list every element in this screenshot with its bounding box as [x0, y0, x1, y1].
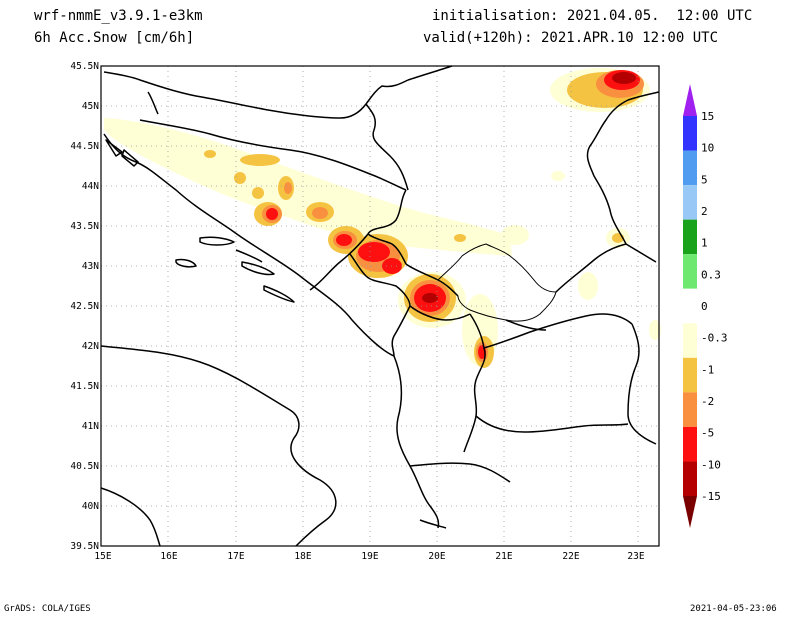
lat-label: 39.5N	[70, 541, 99, 552]
variable-title: 6h Acc.Snow [cm/6h]	[34, 30, 195, 46]
colorbar-swatch	[683, 150, 697, 186]
lon-label: 23E	[627, 551, 644, 560]
graticule-grid	[101, 66, 659, 546]
lon-label: 17E	[227, 551, 244, 560]
colorbar-swatch	[683, 426, 697, 462]
colorbar-swatch	[683, 185, 697, 220]
lat-label: 43.5N	[70, 221, 99, 232]
lat-label: 40.5N	[70, 461, 99, 472]
lat-label: 42N	[82, 341, 99, 352]
valid-time: valid(+120h): 2021.APR.10 12:00 UTC	[423, 30, 719, 46]
lat-label: 41.5N	[70, 381, 99, 392]
lat-label: 45N	[82, 101, 99, 112]
colorbar: 15 10 5 2 1 0.3 0 -0.3 -1 -2 -5 -10 -15	[683, 84, 728, 528]
lat-label: 45.5N	[70, 61, 99, 72]
colorbar-label: 10	[701, 142, 714, 155]
latitude-labels: 45.5N 45N 44.5N 44N 43.5N 43N 42.5N 42N …	[70, 61, 99, 552]
colorbar-label: 2	[701, 205, 708, 218]
lon-label: 16E	[160, 551, 177, 560]
colorbar-swatch	[683, 219, 697, 255]
colorbar-swatch	[683, 392, 697, 427]
colorbar-label: 15	[701, 110, 714, 123]
model-title: wrf-nmmE_v3.9.1-e3km	[34, 8, 203, 24]
coastlines-borders	[100, 65, 660, 547]
lon-label: 19E	[361, 551, 378, 560]
colorbar-top-cap	[683, 84, 697, 116]
colorbar-label: -2	[701, 395, 714, 408]
init-time: initialisation: 2021.04.05. 12:00 UTC	[432, 8, 753, 24]
colorbar-swatch	[683, 461, 697, 496]
map-frame	[100, 65, 660, 547]
colorbar-swatch	[683, 323, 697, 358]
colorbar-label: -0.3	[701, 332, 728, 345]
snow-field	[104, 68, 661, 368]
lat-label: 41N	[82, 421, 99, 432]
colorbar-swatch	[683, 357, 697, 393]
colorbar-label: -15	[701, 490, 721, 503]
lat-label: 44.5N	[70, 141, 99, 152]
lon-label: 22E	[562, 551, 579, 560]
lon-label: 18E	[294, 551, 311, 560]
lon-label: 21E	[495, 551, 512, 560]
colorbar-label: 1	[701, 237, 708, 250]
colorbar-swatch	[683, 116, 697, 151]
colorbar-bottom-cap	[683, 496, 697, 528]
colorbar-label: 0.3	[701, 268, 721, 281]
colorbar-label: 0	[701, 300, 708, 313]
colorbar-label: 5	[701, 173, 708, 186]
lon-label: 15E	[94, 551, 111, 560]
snow-map: 45.5N 45N 44.5N 44N 43.5N 43N 42.5N 42N …	[70, 61, 728, 560]
footer-credit: GrADS: COLA/IGES	[4, 604, 91, 614]
colorbar-swatch	[683, 254, 697, 289]
lat-label: 42.5N	[70, 301, 99, 312]
lat-label: 44N	[82, 181, 99, 192]
colorbar-label: -10	[701, 458, 721, 471]
footer-timestamp: 2021-04-05-23:06	[690, 604, 777, 614]
lat-label: 43N	[82, 261, 99, 272]
colorbar-label: -5	[701, 427, 714, 440]
lat-label: 40N	[82, 501, 99, 512]
colorbar-swatch	[683, 288, 697, 324]
colorbar-label: -1	[701, 363, 714, 376]
longitude-labels: 15E 16E 17E 18E 19E 20E 21E 22E 23E	[94, 551, 644, 560]
lon-label: 20E	[428, 551, 445, 560]
